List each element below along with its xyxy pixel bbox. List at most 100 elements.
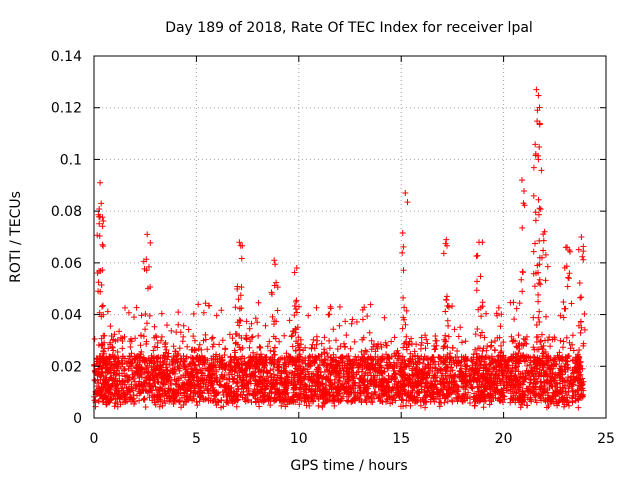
data-point — [515, 332, 522, 339]
data-point — [467, 400, 473, 406]
data-point — [535, 314, 542, 321]
data-point — [399, 380, 406, 387]
data-point — [387, 400, 394, 407]
chart-title: Day 189 of 2018, Rate Of TEC Index for r… — [165, 20, 533, 36]
data-point — [552, 389, 559, 396]
data-point — [271, 356, 278, 363]
data-point — [540, 237, 547, 244]
data-point — [310, 370, 317, 377]
data-point — [566, 381, 573, 388]
data-point — [137, 389, 144, 396]
data-point — [173, 390, 180, 397]
data-point — [281, 365, 288, 371]
y-tick-label: 0.04 — [51, 308, 82, 324]
data-point — [292, 384, 299, 391]
data-point — [470, 371, 477, 378]
data-point — [158, 337, 164, 344]
data-point — [536, 205, 543, 212]
data-point — [101, 359, 108, 366]
data-point — [288, 379, 295, 386]
data-point — [245, 387, 252, 394]
data-point — [296, 386, 303, 393]
data-point — [381, 314, 388, 321]
data-point — [513, 374, 520, 381]
data-point — [508, 333, 515, 340]
data-point — [422, 404, 429, 411]
data-point — [533, 339, 540, 345]
data-point — [267, 347, 274, 354]
data-point — [318, 340, 325, 347]
data-point — [377, 398, 383, 405]
data-point — [528, 377, 535, 384]
data-point — [400, 403, 407, 410]
data-point — [107, 356, 114, 363]
data-point — [477, 354, 484, 361]
data-point — [196, 361, 203, 368]
data-point — [191, 384, 198, 390]
data-point — [549, 336, 556, 343]
data-point — [150, 360, 157, 367]
data-point — [472, 395, 479, 402]
data-point — [442, 332, 449, 339]
data-point — [289, 343, 296, 350]
data-point — [238, 255, 245, 262]
data-point — [495, 304, 502, 311]
data-point — [270, 333, 277, 340]
data-point — [162, 364, 169, 371]
data-point — [231, 353, 238, 360]
data-point — [348, 320, 355, 327]
data-point — [202, 331, 209, 338]
data-point — [403, 397, 410, 404]
data-point — [477, 384, 484, 391]
data-point — [213, 312, 220, 319]
data-point — [116, 370, 123, 377]
data-point — [107, 374, 114, 381]
data-point — [400, 267, 407, 274]
data-point — [565, 374, 571, 381]
data-point — [368, 376, 375, 383]
data-point — [331, 393, 337, 400]
data-point — [374, 367, 381, 374]
data-point — [311, 360, 318, 367]
data-point — [134, 392, 140, 399]
data-point — [487, 392, 493, 399]
data-point — [447, 372, 454, 379]
data-point — [535, 92, 542, 99]
data-point — [289, 332, 296, 339]
data-point — [256, 343, 263, 350]
data-point — [271, 257, 278, 264]
data-point — [348, 369, 355, 376]
data-point — [531, 392, 538, 399]
data-point — [498, 367, 504, 374]
y-tick-label: 0.14 — [51, 49, 82, 65]
data-point — [127, 344, 134, 350]
data-point — [267, 402, 274, 409]
data-point — [364, 313, 371, 320]
data-point — [520, 354, 527, 361]
data-point — [439, 370, 446, 377]
data-point — [122, 304, 128, 311]
data-point — [527, 354, 534, 361]
data-point — [506, 376, 513, 383]
data-point — [94, 232, 101, 239]
data-point — [550, 357, 557, 364]
data-point — [471, 402, 478, 409]
data-point — [566, 402, 572, 409]
data-point — [100, 218, 107, 224]
data-point — [443, 296, 450, 303]
data-point — [477, 332, 484, 339]
data-point — [335, 385, 342, 392]
data-point — [110, 380, 116, 387]
data-point — [252, 395, 259, 402]
data-point — [271, 396, 278, 403]
data-point — [507, 369, 514, 376]
data-point — [151, 392, 158, 399]
data-point — [270, 366, 277, 373]
y-tick-label: 0.12 — [51, 101, 82, 117]
data-point — [176, 367, 183, 374]
data-point — [97, 179, 104, 186]
data-points — [91, 86, 588, 411]
data-point — [350, 365, 357, 371]
data-point — [476, 355, 482, 362]
data-point — [97, 213, 103, 220]
